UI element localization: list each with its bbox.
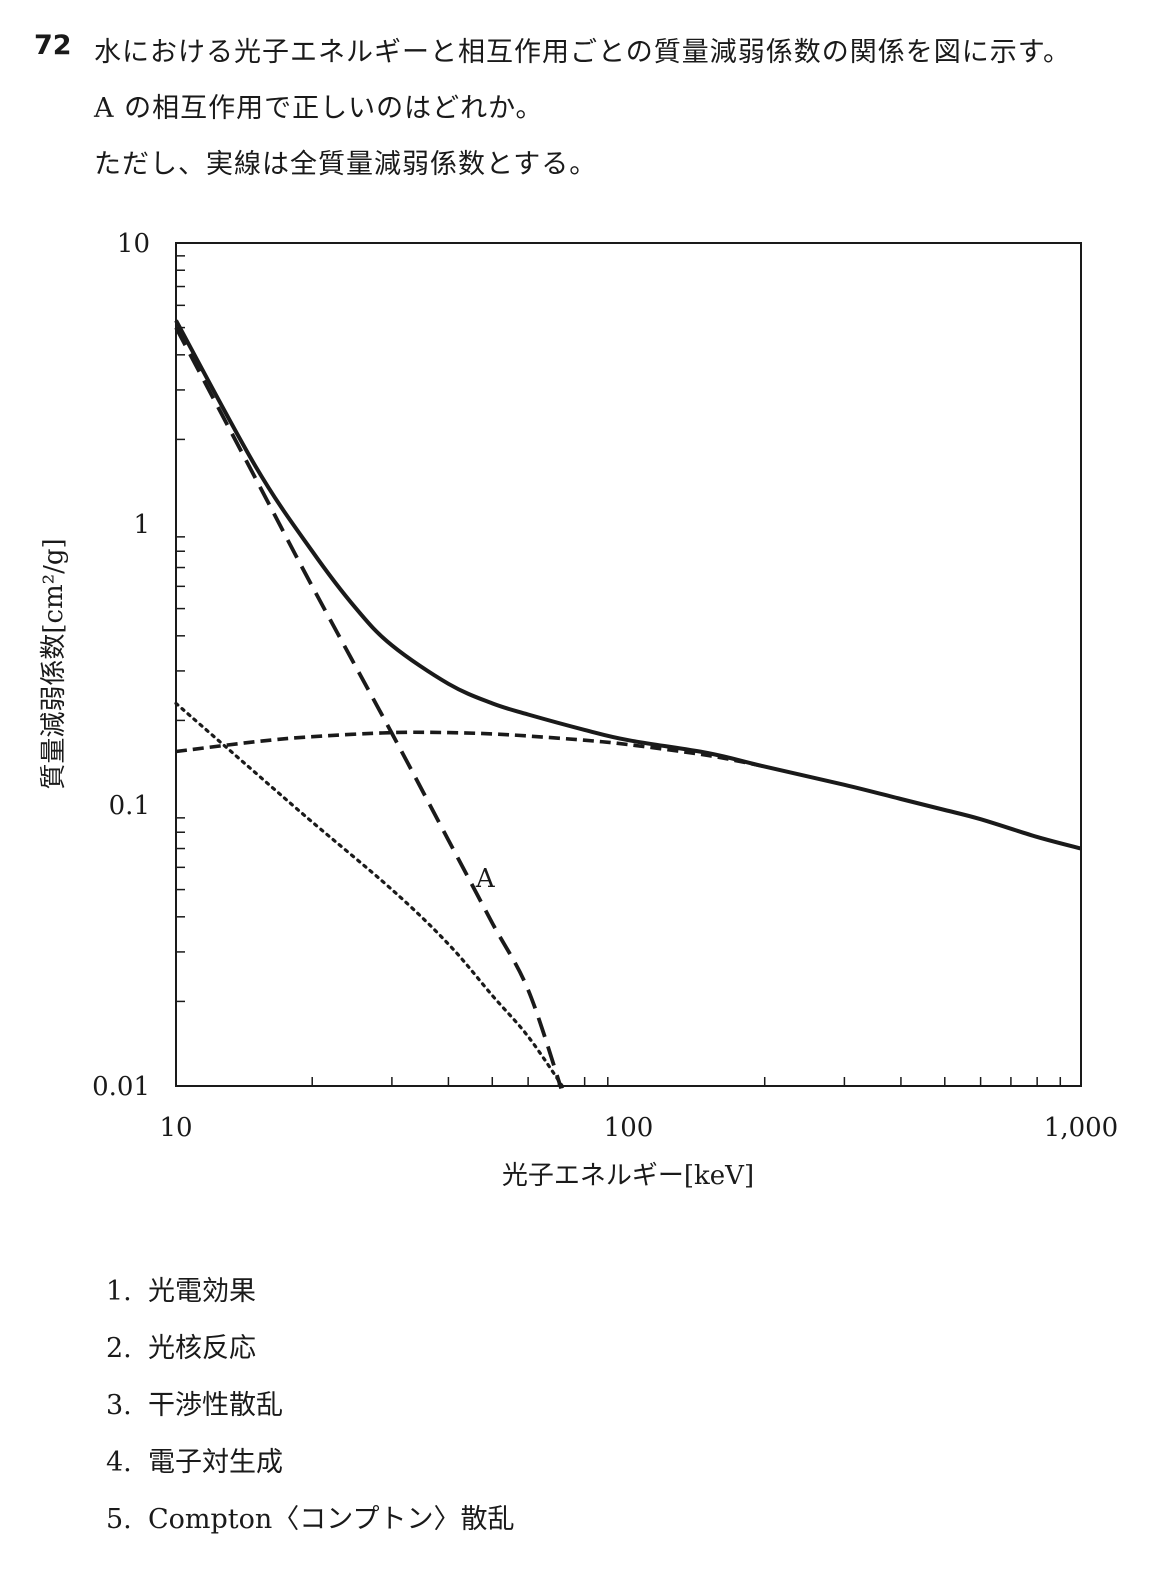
question-line-1: 水における光子エネルギーと相互作用ごとの質量減弱係数の関係を図に示す。: [94, 37, 1072, 68]
y-axis-label: 質量減弱係数[cm²/g]: [39, 538, 69, 789]
x-axis-label: 光子エネルギー[keV]: [502, 1161, 754, 1191]
question-line-3: ただし、実線は全質量減弱係数とする。: [94, 149, 598, 180]
total-attenuation-line: [174, 319, 1082, 851]
choice-4[interactable]: 4. 電子対生成: [106, 1447, 283, 1478]
answer-choices: 1. 光電効果 2. 光核反応 3. 干渉性散乱 4. 電子対生成 5. Compton〈…: [106, 1270, 515, 1555]
x-tick-label: 10: [159, 1113, 192, 1143]
choice-1[interactable]: 1. 光電効果: [106, 1276, 256, 1307]
attenuation-chart: 0.01 0.1 1 10 10 100 1,000 A 光子エネルギー[keV] 質量減弱…: [39, 229, 1118, 1191]
curve-a-label: A: [475, 864, 496, 894]
curve-a-line: [174, 326, 564, 1090]
x-tick-label: 1,000: [1044, 1113, 1118, 1143]
y-tick-label: 1: [133, 510, 150, 540]
minor-ticks: [176, 255, 1062, 1086]
choice-5[interactable]: 5. Compton〈コンプトン〉散乱: [106, 1504, 515, 1535]
dotted-curve: [174, 701, 566, 1091]
tick-labels: 0.01 0.1 1 10 10 100 1,000: [92, 229, 1118, 1143]
short-dash-curve: [175, 730, 766, 769]
y-tick-label: 0.01: [92, 1072, 150, 1102]
question-line-2: A の相互作用で正しいのはどれか。: [94, 93, 544, 124]
choice-2[interactable]: 2. 光核反応: [106, 1333, 256, 1364]
y-tick-label: 0.1: [109, 791, 150, 821]
series-layer: [174, 319, 1082, 1091]
question-number: 72: [34, 30, 72, 61]
choice-3[interactable]: 3. 干渉性散乱: [106, 1390, 283, 1421]
x-tick-label: 100: [604, 1113, 654, 1143]
y-tick-label: 10: [117, 229, 150, 259]
plot-frame: [175, 242, 1082, 1087]
